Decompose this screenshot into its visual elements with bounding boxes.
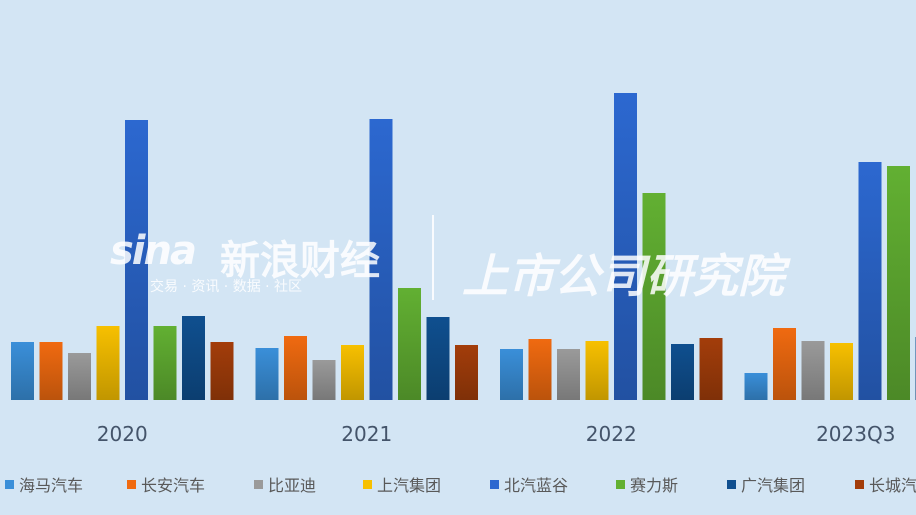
legend-label: 海马汽车 <box>19 476 84 495</box>
bar-2021-4 <box>369 119 393 400</box>
legend-item: 长城汽车 <box>855 472 916 496</box>
legend-swatch <box>855 479 864 489</box>
watermark-tagline: 交易 · 资讯 · 数据 · 社区 <box>150 279 303 295</box>
bar-2021-2 <box>312 360 336 400</box>
legend-item: 海马汽车 <box>5 472 83 496</box>
bar-2021-3 <box>341 345 364 400</box>
bar-2022-7 <box>699 338 723 400</box>
bar-2020-3 <box>96 326 120 400</box>
bar-2023Q3-3 <box>830 343 853 400</box>
legend-swatch <box>127 479 136 489</box>
legend-label: 北汽蓝谷 <box>504 476 569 495</box>
x-tick-label: 2022 <box>586 422 637 446</box>
bar-2020-5 <box>153 326 177 400</box>
bar-2023Q3-2 <box>801 341 825 400</box>
legend: 海马汽车 长安汽车 比亚迪 上汽集团 北汽蓝谷 赛力斯 广汽集团 长城汽车 <box>0 472 916 496</box>
legend-label: 广汽集团 <box>741 476 806 495</box>
legend-item: 上汽集团 <box>363 472 441 496</box>
bar-2021-5 <box>398 288 421 400</box>
bar-2023Q3-4 <box>858 162 882 400</box>
bar-2020-4 <box>125 120 148 400</box>
legend-item: 长安汽车 <box>127 472 205 496</box>
bar-2021-1 <box>284 336 307 400</box>
legend-item: 比亚迪 <box>254 472 316 496</box>
bar-2020-2 <box>68 353 91 400</box>
watermark-brand: 新浪财经 <box>220 238 380 284</box>
bar-2020-0 <box>11 342 34 400</box>
bar-2022-1 <box>528 339 552 400</box>
bar-2022-5 <box>642 193 666 400</box>
bar-2021-7 <box>455 345 478 400</box>
bar-2023Q3-1 <box>773 328 796 400</box>
legend-swatch <box>254 479 263 489</box>
x-tick-label: 2021 <box>341 422 392 446</box>
legend-swatch <box>490 479 499 489</box>
watermark-divider <box>432 215 434 300</box>
bar-2022-4 <box>614 93 637 400</box>
legend-label: 赛力斯 <box>630 476 679 495</box>
watermark-logo: sina <box>110 228 197 274</box>
bar-2021-0 <box>255 348 279 400</box>
legend-swatch <box>727 479 736 489</box>
bar-2020-6 <box>182 316 205 400</box>
x-tick-label: 2020 <box>97 422 148 446</box>
legend-label: 长安汽车 <box>141 476 206 495</box>
bar-2022-3 <box>585 341 609 400</box>
legend-label: 长城汽车 <box>869 476 916 495</box>
bar-2023Q3-0 <box>744 373 768 400</box>
bar-2022-6 <box>671 344 694 400</box>
legend-item: 赛力斯 <box>616 472 678 496</box>
x-tick-label: 2023Q3 <box>816 422 895 446</box>
legend-item: 北汽蓝谷 <box>490 472 568 496</box>
watermark-institute: 上市公司研究院 <box>462 249 784 303</box>
bar-2020-7 <box>210 342 234 400</box>
bar-2020-1 <box>39 342 63 400</box>
legend-swatch <box>363 479 372 489</box>
legend-item: 广汽集团 <box>727 472 805 496</box>
bar-2022-0 <box>500 349 523 400</box>
legend-label: 上汽集团 <box>377 476 442 495</box>
bar-2022-2 <box>557 349 580 400</box>
bar-2023Q3-5 <box>887 166 910 400</box>
bar-2021-6 <box>426 317 450 400</box>
legend-swatch <box>616 479 625 489</box>
legend-label: 比亚迪 <box>268 476 317 495</box>
legend-swatch <box>5 479 14 489</box>
